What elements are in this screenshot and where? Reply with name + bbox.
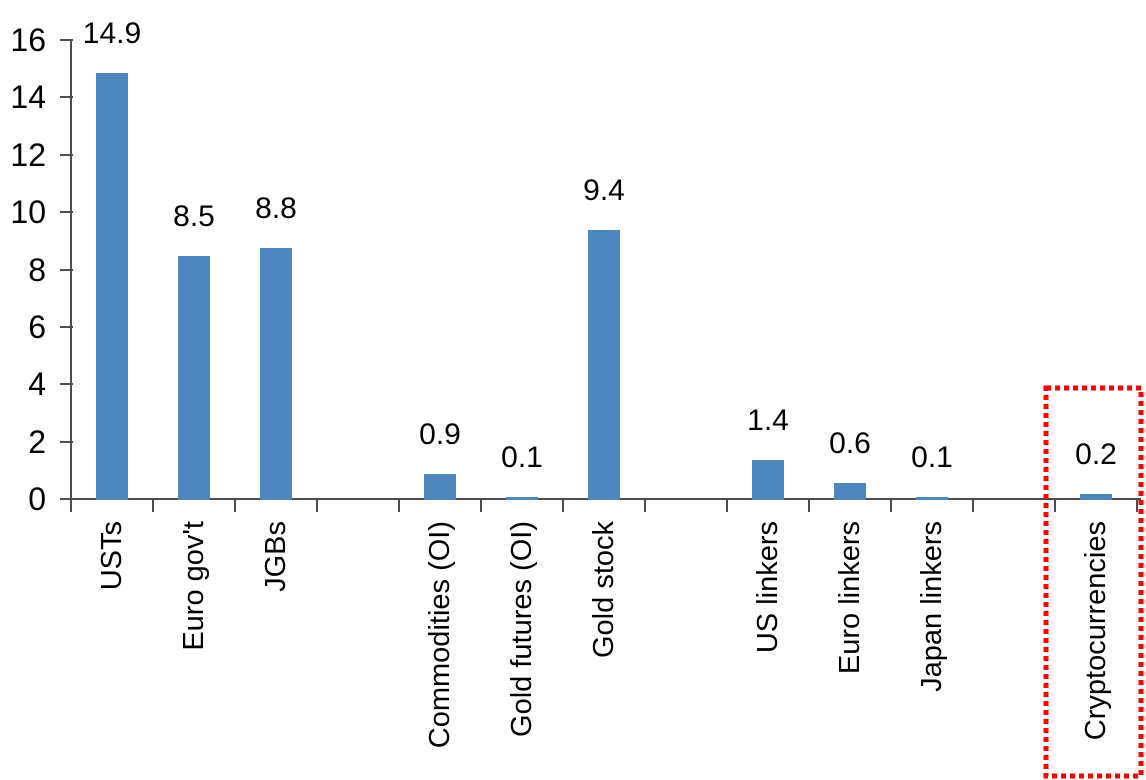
y-axis-tick-label: 6 (28, 309, 46, 345)
highlight-box (1043, 385, 1144, 779)
x-axis-tick (152, 499, 154, 512)
bar (178, 256, 210, 500)
x-axis-tick (726, 499, 728, 512)
category-label: Commodities (OI) (424, 521, 456, 749)
bar-value-label: 9.4 (583, 174, 625, 207)
category-label: USTs (96, 521, 128, 591)
x-axis-tick (70, 499, 72, 512)
y-axis-tick-label: 4 (28, 366, 46, 402)
category-label: Japan linkers (916, 521, 948, 692)
bar-value-label: 0.1 (501, 441, 543, 474)
bar (588, 230, 620, 500)
y-axis-tick (60, 498, 73, 500)
x-axis-tick (234, 499, 236, 512)
x-axis-tick (808, 499, 810, 512)
bar (916, 497, 948, 500)
y-axis-tick-label: 2 (28, 424, 46, 460)
bar-value-label: 0.1 (911, 441, 953, 474)
bar-value-label: 8.5 (173, 200, 215, 233)
x-axis-tick (316, 499, 318, 512)
bar-value-label: 0.2 (1075, 438, 1117, 471)
y-axis-tick-label: 0 (28, 481, 46, 517)
bar-value-label: 0.9 (419, 418, 461, 451)
bar (752, 460, 784, 500)
bar (424, 474, 456, 500)
category-label: Gold futures (OI) (506, 521, 538, 737)
x-axis-tick (398, 499, 400, 512)
bar (834, 483, 866, 500)
y-axis-tick (60, 269, 73, 271)
y-axis-tick (60, 383, 73, 385)
y-axis-tick-label: 12 (10, 137, 46, 173)
bar-value-label: 1.4 (747, 404, 789, 437)
x-axis-tick (972, 499, 974, 512)
x-axis-tick (1136, 499, 1138, 512)
bar-value-label: 8.8 (255, 192, 297, 225)
y-axis-tick (60, 326, 73, 328)
category-label: Gold stock (588, 521, 620, 658)
y-axis-tick (60, 211, 73, 213)
x-axis-tick (644, 499, 646, 512)
y-axis-tick (60, 441, 73, 443)
category-label: Euro linkers (834, 521, 866, 675)
y-axis-tick-label: 10 (10, 194, 46, 230)
y-axis-tick (60, 96, 73, 98)
category-label: US linkers (752, 521, 784, 654)
highlight-box-border (1043, 385, 1144, 779)
y-axis-tick (60, 39, 73, 41)
y-axis-tick-label: 8 (28, 252, 46, 288)
x-axis-tick (480, 499, 482, 512)
y-axis-line (70, 41, 72, 502)
category-label: JGBs (260, 521, 292, 592)
bar (96, 73, 128, 500)
x-axis-tick (1054, 499, 1056, 512)
y-axis-tick (60, 154, 73, 156)
bar (506, 497, 538, 500)
x-axis-tick (890, 499, 892, 512)
bar-value-label: 14.9 (82, 17, 142, 50)
bar-value-label: 0.6 (829, 427, 871, 460)
y-axis-tick-label: 16 (10, 22, 46, 58)
y-axis-tick-label: 14 (10, 79, 46, 115)
bar (1080, 494, 1112, 500)
bar (260, 248, 292, 500)
category-label: Euro gov't (178, 521, 210, 651)
x-axis-tick (562, 499, 564, 512)
